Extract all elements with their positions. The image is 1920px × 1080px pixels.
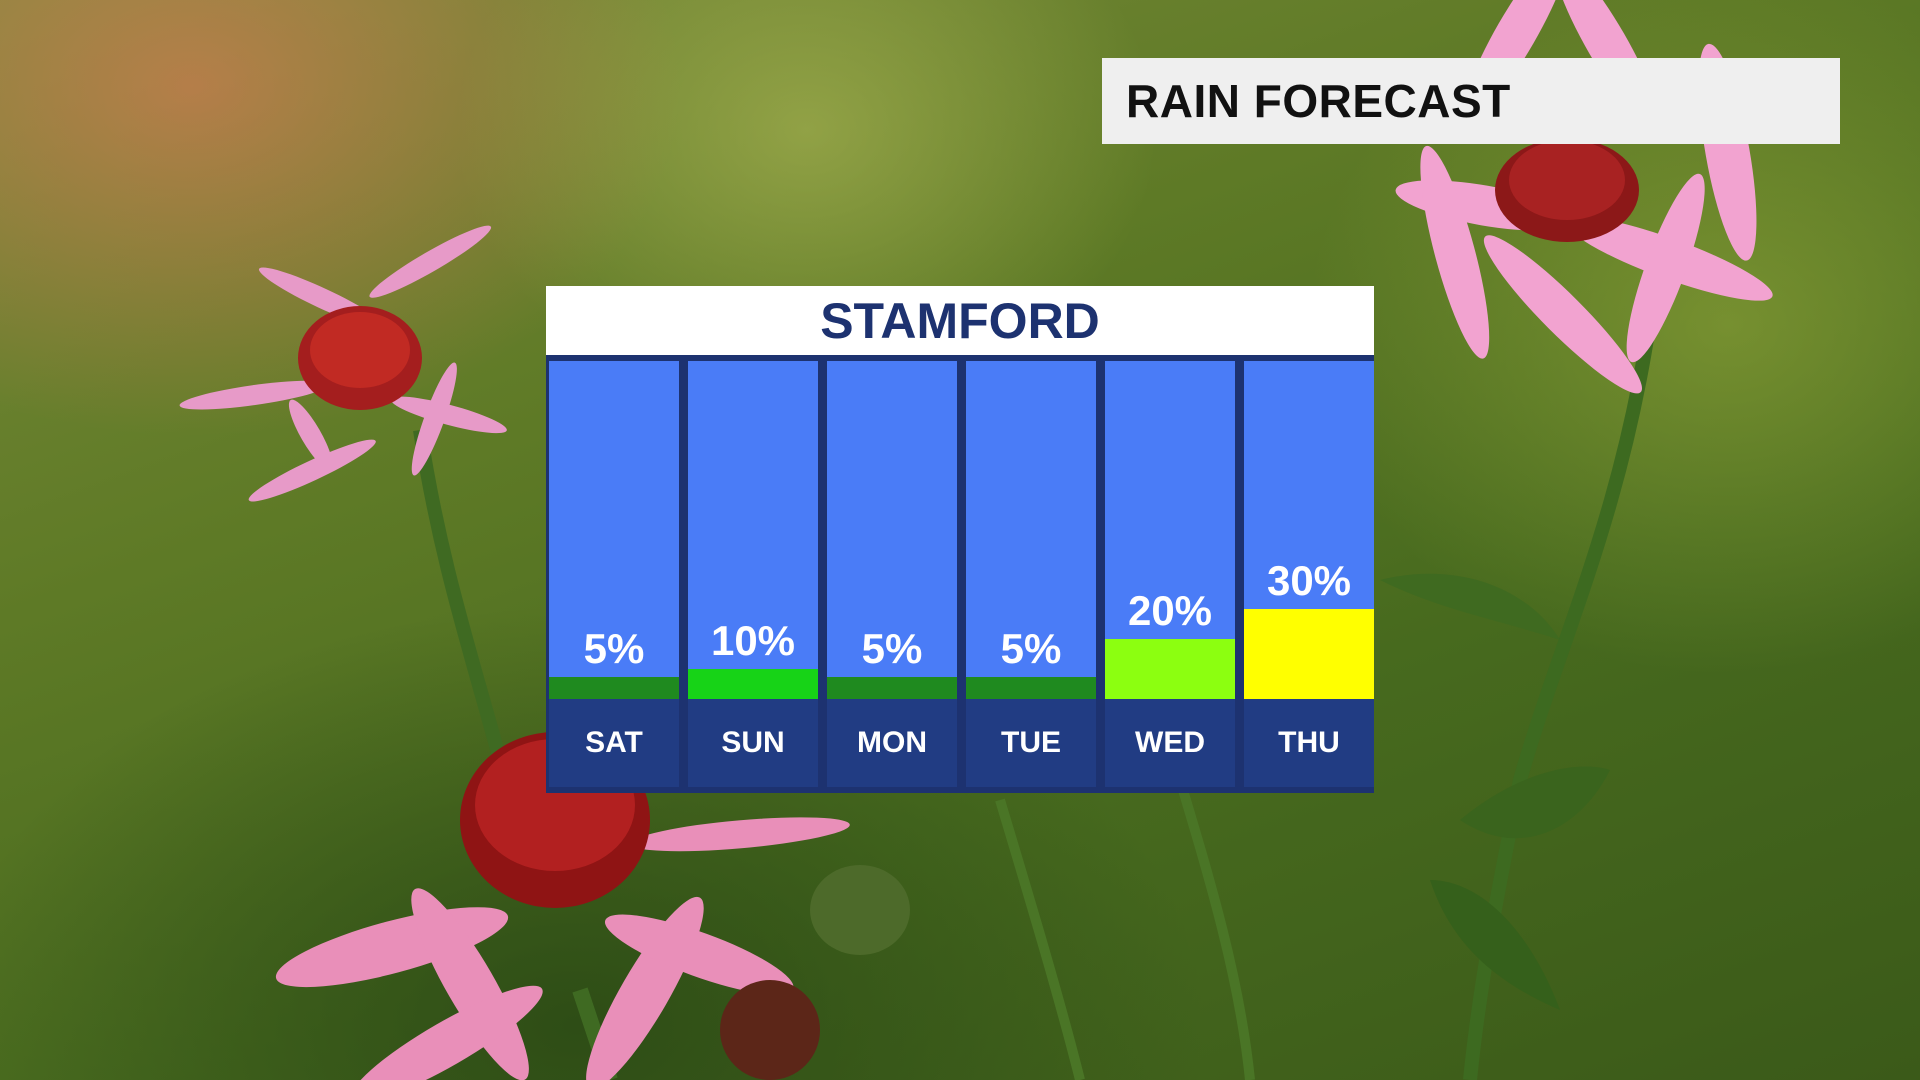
day-column-wed: 20% WED	[1105, 361, 1235, 787]
header-title: RAIN FORECAST	[1126, 75, 1511, 127]
rain-percent-label: 10%	[710, 617, 796, 664]
rain-percent-label: 30%	[1266, 557, 1352, 604]
location-header: STAMFORD	[546, 286, 1374, 358]
day-label: SUN	[688, 699, 818, 787]
day-label: TUE	[966, 699, 1096, 787]
rain-percent-label: 20%	[1127, 587, 1213, 634]
location-name: STAMFORD	[820, 293, 1100, 349]
day-label: SAT	[549, 699, 679, 787]
day-label: THU	[1244, 699, 1374, 787]
rain-bar-sat	[549, 677, 679, 699]
day-column-mon: 5% MON	[827, 361, 957, 787]
day-column-tue: 5% TUE	[966, 361, 1096, 787]
day-column-sat: 5% SAT	[549, 361, 679, 787]
rain-chance-panel: STAMFORD 5% SAT 10% SUN 5% MON 5% TUE 20% WED 30% T…	[546, 286, 1374, 793]
day-label: WED	[1105, 699, 1235, 787]
rain-percent-label: 5%	[861, 625, 923, 672]
rain-percent-label: 5%	[1000, 625, 1062, 672]
day-label: MON	[827, 699, 957, 787]
day-column-thu: 30% THU	[1244, 361, 1374, 787]
rain-bar-mon	[827, 677, 957, 699]
rain-bar-sun	[688, 669, 818, 699]
rain-bar-wed	[1105, 639, 1235, 699]
rain-bar-tue	[966, 677, 1096, 699]
day-column-sun: 10% SUN	[688, 361, 818, 787]
rain-chance-chart: 5% SAT 10% SUN 5% MON 5% TUE 20% WED 30% THU	[546, 358, 1374, 793]
rain-forecast-header: RAIN FORECAST	[1102, 58, 1840, 144]
rain-percent-label: 5%	[583, 625, 645, 672]
rain-bar-thu	[1244, 609, 1374, 699]
